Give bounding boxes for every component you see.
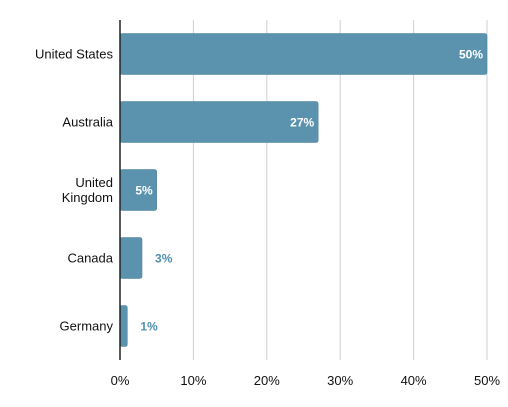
bar-value-label: 27%	[290, 116, 314, 130]
category-label: United Kingdom	[62, 175, 113, 205]
category-label: Canada	[67, 251, 113, 266]
category-labels: United States Australia United Kingdom Canad…	[35, 47, 114, 334]
bar	[119, 237, 143, 279]
x-axis-ticks: 0% 10% 20% 30% 40% 50%	[111, 373, 501, 388]
category-label: Germany	[60, 319, 114, 334]
category-label: United States	[35, 47, 114, 62]
x-tick-label: 30%	[327, 373, 353, 388]
bar-value-label: 3%	[155, 252, 173, 266]
bar	[119, 33, 488, 75]
bar	[119, 101, 319, 143]
bars: 50% 27% 5% 3% 1%	[119, 33, 488, 347]
bar-value-label: 50%	[459, 48, 483, 62]
x-tick-label: 10%	[180, 373, 206, 388]
x-tick-label: 20%	[254, 373, 280, 388]
x-tick-label: 50%	[474, 373, 500, 388]
x-tick-label: 40%	[401, 373, 427, 388]
category-label: Australia	[62, 115, 113, 130]
gridlines	[192, 20, 488, 360]
bar-value-label: 1%	[140, 320, 158, 334]
x-tick-label: 0%	[111, 373, 130, 388]
bar-value-label: 5%	[135, 184, 153, 198]
bar	[119, 305, 128, 347]
